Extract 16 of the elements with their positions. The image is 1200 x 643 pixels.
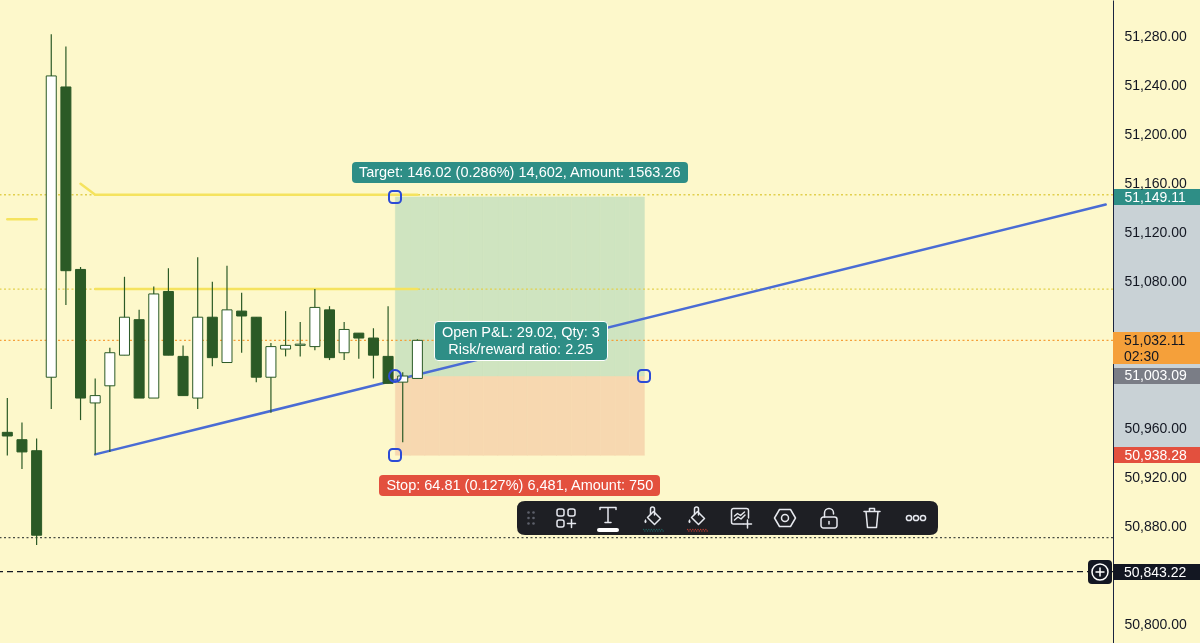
y-tick-label: 51,080.00 <box>1124 273 1187 290</box>
annotation: Target: 146.02 (0.286%) 14,602, Amount: 1563.26 <box>358 164 681 181</box>
y-tick-label: 51,120.00 <box>1124 224 1187 241</box>
y-tick-label: 50,938.28 <box>1124 446 1187 463</box>
annotation: Open P&L: 29.02, Qty: 3 Risk/reward ratio: 2.25 <box>441 324 600 358</box>
y-tick-label: 50,880.00 <box>1124 518 1187 535</box>
y-tick-label: 51,280.00 <box>1124 28 1187 45</box>
y-tick-label: 50,960.00 <box>1124 420 1187 437</box>
y-tick-label: 51,003.09 <box>1124 367 1187 384</box>
ref-line-label: 50,843.22 <box>1124 563 1187 580</box>
annotation: Stop: 64.81 (0.127%) 6,481, Amount: 750 <box>386 477 654 494</box>
ref-line-label: 51,032.11 02:30 <box>1124 332 1186 365</box>
y-tick-label: 51,240.00 <box>1124 77 1187 94</box>
y-tick-label: 51,200.00 <box>1124 126 1187 143</box>
y-tick-label: 50,920.00 <box>1124 469 1187 486</box>
y-tick-label: 50,800.00 <box>1124 616 1187 633</box>
